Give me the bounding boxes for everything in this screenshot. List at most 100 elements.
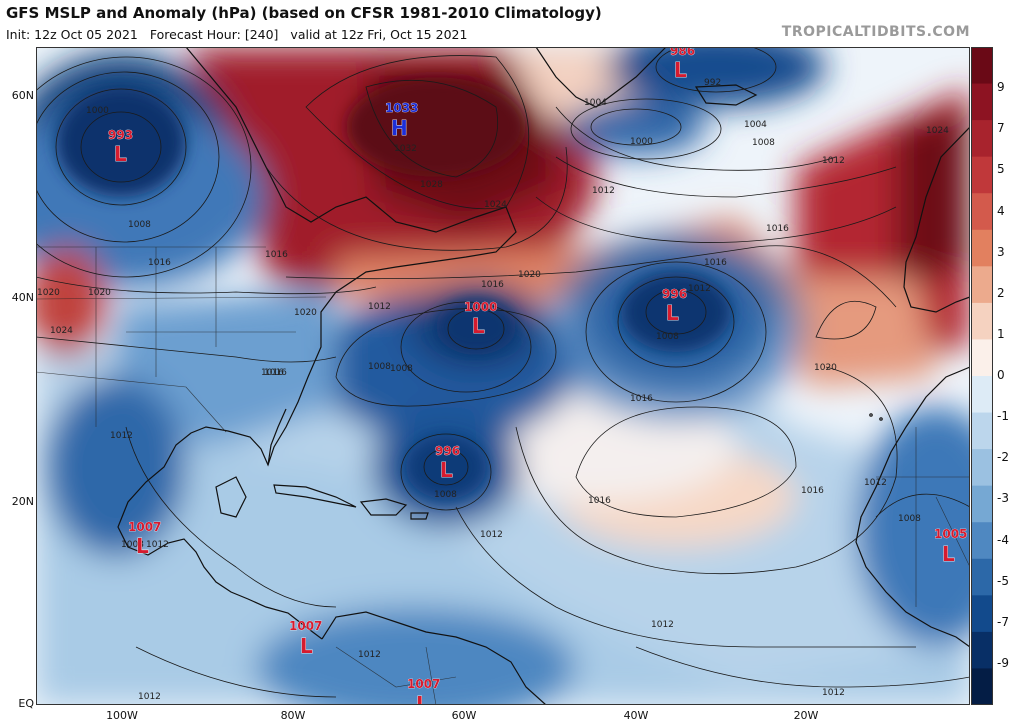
contour-label: 1016 [801,486,824,496]
contour-label: 1012 [864,478,887,488]
contour-label: 1000 [86,106,109,116]
contour-labels: 1000 1008 1016 1016 1020 1024 1020 1032 … [37,78,949,702]
lat-label-eq: EQ [18,697,34,710]
colorbar-swatch [971,376,993,414]
contour-label: 1012 [822,156,845,166]
colorbar-label: 2 [997,285,1005,300]
coastlines [117,47,970,705]
colorbar-swatch [971,412,993,450]
colorbar-label: -2 [997,450,1009,465]
contour-label: 1008 [898,514,921,524]
colorbar-swatch [971,449,993,487]
colorbar-swatch [971,47,993,85]
lat-label-20n: 20N [11,495,34,508]
contour-label: 1020 [88,288,111,298]
colorbar [971,47,993,705]
low-center-marker: L [674,58,687,82]
borders [36,246,970,705]
contour-label: 1016 [630,394,653,404]
colorbar-swatch [971,558,993,596]
colorbar-label: 0 [997,368,1005,382]
contour-label: 1024 [50,326,73,336]
valid-time: valid at 12z Fri, Oct 15 2021 [290,27,468,42]
contour-label: 1016 [704,258,727,268]
colorbar-label: -7 [997,614,1009,629]
colorbar-label: 5 [997,162,1005,177]
lon-label-80w: 80W [280,709,306,722]
contour-label: 1008 [368,362,391,372]
colorbar-label: -5 [997,573,1009,588]
low-center-value: 1005 [934,527,967,541]
lat-label-60n: 60N [11,89,34,102]
colorbar-swatch [971,193,993,231]
chart-subtitle: Init: 12z Oct 05 2021 Forecast Hour: [24… [6,27,475,42]
pressure-centers: 993 L 1033 H 986 L 1000 L 996 L 996 L 10… [108,47,968,705]
contour-label: 1016 [148,258,171,268]
colorbar-label: 9 [997,80,1005,95]
chart-title: GFS MSLP and Anomaly (hPa) (based on CFS… [6,4,602,22]
colorbar-swatch [971,339,993,377]
contour-label: 1016 [481,280,504,290]
isobars [36,47,970,698]
init-time: Init: 12z Oct 05 2021 [6,27,138,42]
colorbar-swatch [971,668,993,705]
colorbar-label: -4 [997,532,1009,547]
low-center-value: 1007 [289,619,322,633]
colorbar-swatch [971,631,993,670]
contour-label: 1020 [518,270,541,280]
contour-label: 1012 [358,650,381,660]
colorbar-label: 3 [997,244,1005,259]
colorbar-swatch [971,229,993,267]
contour-label: 1024 [926,126,949,136]
colorbar-swatch [971,266,993,304]
low-center-marker: L [666,301,679,325]
colorbar-label: 7 [997,121,1005,136]
anomaly-map: 1000 1008 1016 1016 1020 1024 1020 1032 … [36,47,970,705]
colorbar-swatch [971,595,993,633]
low-center-value: 1007 [407,677,440,691]
low-center-marker: L [416,692,429,705]
contour-label: 1000 [630,137,653,147]
contour-label: 1008 [752,138,775,148]
contour-label: 1032 [394,144,417,154]
low-center-marker: L [942,542,955,566]
low-center-value: 993 [108,128,133,142]
low-center-value: 996 [662,287,687,301]
contour-label: 1004 [744,120,767,130]
colorbar-label: 4 [997,203,1005,218]
contour-label: 1028 [420,180,443,190]
colorbar-label: 1 [997,326,1005,341]
contour-label: 1008 [434,490,457,500]
colorbar-label: -3 [997,491,1009,506]
low-center-marker: L [440,458,453,482]
lat-label-40n: 40N [11,291,34,304]
contour-label: 1008 [656,332,679,342]
contour-label: 1012 [592,186,615,196]
colorbar-swatch [971,156,993,194]
low-center-marker: L [114,142,127,166]
colorbar-swatch [971,302,993,341]
contour-label: 1020 [37,288,60,298]
low-center-marker: L [136,534,149,558]
lon-label-20w: 20W [793,709,819,722]
colorbar-label: -1 [997,409,1009,424]
contour-label: 1008 [390,364,413,374]
contour-label: 1016 [264,368,287,378]
contour-label: 1012 [146,540,169,550]
contour-label: 1008 [121,540,144,550]
lon-label-100w: 100W [106,709,138,722]
colorbar-frame [971,47,993,705]
colorbar-swatch [971,120,993,158]
contour-label: 1012 [110,431,133,441]
low-center-value: 986 [670,47,695,58]
contour-label: 1004 [584,98,607,108]
forecast-hour: Forecast Hour: [240] [149,27,279,42]
contour-label: 1008 [128,220,151,230]
contour-label: 1016 [766,224,789,234]
lon-label-60w: 60W [451,709,477,722]
low-center-marker: L [300,634,313,658]
contour-label: 1012 [368,302,391,312]
contour-label: 992 [704,78,721,88]
low-center-value: 1007 [128,520,161,534]
low-center-marker: L [472,314,485,338]
